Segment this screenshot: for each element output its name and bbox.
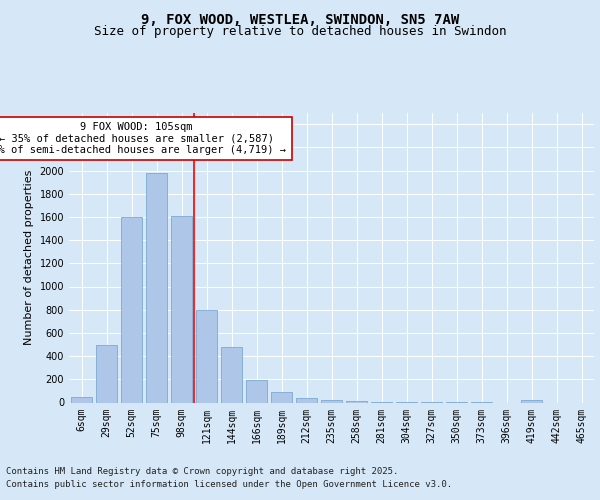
Bar — [346, 401, 367, 402]
Bar — [521, 400, 542, 402]
Bar — [121, 217, 142, 402]
Text: Contains HM Land Registry data © Crown copyright and database right 2025.: Contains HM Land Registry data © Crown c… — [6, 467, 398, 476]
Bar — [271, 392, 292, 402]
Bar — [321, 400, 342, 402]
Bar — [71, 396, 92, 402]
Bar — [146, 173, 167, 402]
Bar — [246, 380, 267, 402]
Bar — [196, 310, 217, 402]
Text: Size of property relative to detached houses in Swindon: Size of property relative to detached ho… — [94, 25, 506, 38]
Text: 9 FOX WOOD: 105sqm
← 35% of detached houses are smaller (2,587)
64% of semi-deta: 9 FOX WOOD: 105sqm ← 35% of detached hou… — [0, 122, 287, 155]
Text: Contains public sector information licensed under the Open Government Licence v3: Contains public sector information licen… — [6, 480, 452, 489]
Text: 9, FOX WOOD, WESTLEA, SWINDON, SN5 7AW: 9, FOX WOOD, WESTLEA, SWINDON, SN5 7AW — [141, 12, 459, 26]
Bar — [296, 398, 317, 402]
Bar — [221, 347, 242, 403]
Y-axis label: Number of detached properties: Number of detached properties — [24, 170, 34, 345]
Bar — [171, 216, 192, 402]
Bar — [96, 344, 117, 403]
